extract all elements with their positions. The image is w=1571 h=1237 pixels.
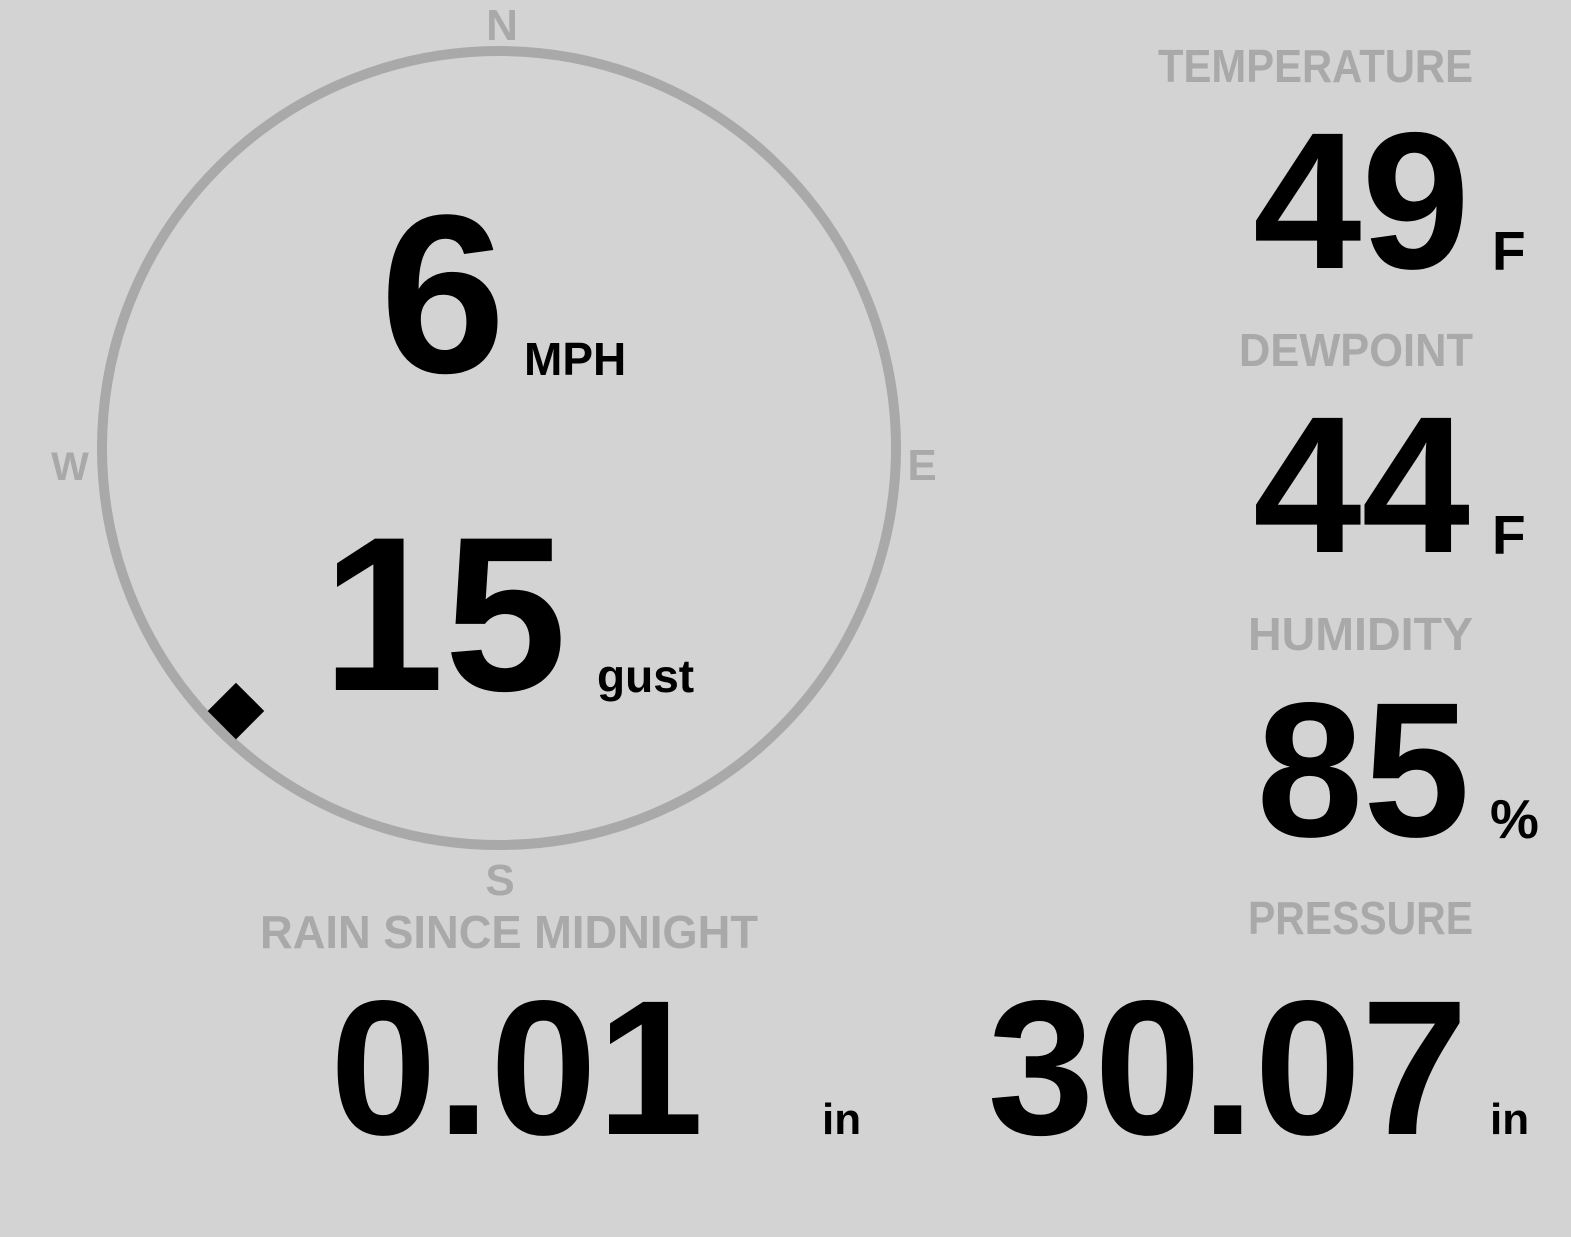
humidity-unit: %: [1490, 788, 1539, 850]
wind-gust-value: 15: [322, 491, 567, 737]
compass-east: E: [907, 441, 936, 490]
dewpoint-value: 44: [1253, 376, 1470, 594]
dewpoint-unit: F: [1492, 504, 1526, 566]
temperature-unit: F: [1492, 220, 1526, 282]
temperature-panel: TEMPERATURE 49 F: [1158, 40, 1526, 310]
temperature-label: TEMPERATURE: [1158, 40, 1473, 92]
compass-north: N: [486, 1, 518, 50]
rain-panel: RAIN SINCE MIDNIGHT 0.01 in: [260, 906, 861, 1175]
wind-speed-unit: MPH: [524, 333, 626, 385]
rain-value: 0.01: [330, 960, 704, 1175]
pressure-unit: in: [1490, 1095, 1529, 1144]
wind-compass: N S W E 6 MPH 15 gust: [51, 1, 937, 905]
humidity-label: HUMIDITY: [1248, 608, 1473, 660]
dewpoint-panel: DEWPOINT 44 F: [1239, 324, 1526, 594]
compass-ring: [97, 46, 901, 850]
temperature-value: 49: [1253, 92, 1470, 310]
compass-south: S: [485, 856, 514, 905]
wind-speed-value: 6: [380, 167, 506, 420]
humidity-value: 85: [1256, 662, 1470, 877]
pressure-value: 30.07: [988, 960, 1468, 1175]
rain-unit: in: [822, 1095, 861, 1144]
pressure-panel: PRESSURE 30.07 in: [988, 892, 1530, 1175]
wind-gust-label: gust: [597, 650, 694, 702]
compass-west: W: [51, 445, 89, 489]
dewpoint-label: DEWPOINT: [1239, 324, 1473, 376]
humidity-panel: HUMIDITY 85 %: [1248, 608, 1539, 877]
rain-label: RAIN SINCE MIDNIGHT: [260, 906, 758, 958]
pressure-label: PRESSURE: [1248, 892, 1473, 944]
